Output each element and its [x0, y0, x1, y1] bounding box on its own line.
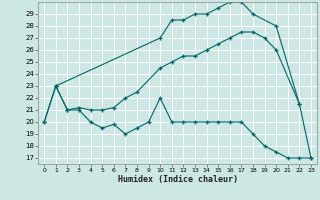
X-axis label: Humidex (Indice chaleur): Humidex (Indice chaleur)	[118, 175, 238, 184]
